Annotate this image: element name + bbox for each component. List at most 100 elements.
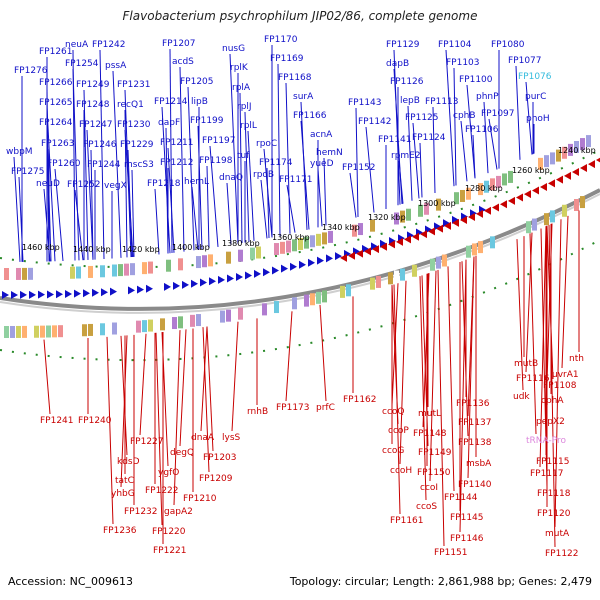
reverse-leader-line [231, 321, 239, 432]
forward-leader-line [488, 118, 498, 170]
cog-block [16, 325, 21, 338]
forward-gene-arrow [443, 219, 450, 228]
gene-label: rplJ [237, 102, 252, 112]
reverse-gene-arrow [540, 182, 547, 191]
cog-block [454, 192, 459, 205]
gene-label: neuA [65, 40, 89, 50]
gene-label: mutL [418, 409, 441, 419]
cog-block [274, 301, 279, 314]
gene-label: lepB [400, 96, 420, 106]
cog-block [4, 267, 9, 280]
cog-block [532, 218, 537, 231]
gene-label: gapA2 [164, 507, 193, 517]
cog-block [508, 170, 513, 183]
cog-block [238, 307, 243, 320]
cog-block [58, 325, 63, 338]
scale-tick: 1400 kbp [172, 243, 210, 252]
cog-block [316, 233, 321, 246]
cog-block [82, 324, 87, 337]
cog-block [292, 297, 297, 310]
tick-ring-outer [0, 149, 600, 269]
cog-block [400, 268, 405, 281]
reverse-gene-arrow [500, 200, 507, 209]
forward-leader-line [244, 111, 250, 242]
forward-leader-line [355, 107, 359, 218]
gene-label: FP1214 [154, 97, 188, 107]
gene-label: udk [513, 392, 530, 402]
gene-blocks [2, 135, 600, 338]
cog-block [166, 259, 171, 272]
reverse-gene-arrow [396, 237, 403, 246]
gene-label: FP1103 [446, 58, 480, 68]
gene-label: FP1138 [458, 438, 492, 448]
forward-gene-arrow [146, 284, 153, 293]
gene-label: FP1162 [343, 395, 377, 405]
gene-label: FP1148 [413, 429, 447, 439]
cog-block [52, 325, 57, 338]
scale-tick: 1340 kbp [322, 223, 360, 232]
gene-label: FP1265 [39, 98, 73, 108]
forward-leader-line [83, 89, 89, 260]
gene-label: FP1252 [67, 180, 101, 190]
gene-label: FP1241 [40, 416, 74, 426]
cog-block [556, 149, 561, 162]
gene-label: FP1227 [130, 437, 164, 447]
cog-block [88, 265, 93, 278]
forward-gene-arrow [164, 282, 171, 291]
forward-leader-line [179, 66, 185, 252]
cog-block [22, 325, 27, 338]
gene-label: FP1231 [117, 80, 151, 90]
cog-block [148, 261, 153, 274]
cog-block [340, 285, 345, 298]
cog-block [70, 266, 75, 279]
gene-label: FP1276 [14, 66, 48, 76]
forward-leader-line [247, 130, 255, 241]
reverse-leader-line [516, 239, 524, 391]
reverse-leader-line [561, 215, 569, 369]
forward-leader-line [323, 157, 327, 226]
reverse-gene-arrow [348, 251, 355, 260]
forward-gene-arrow [182, 280, 189, 289]
forward-gene-arrow [92, 288, 99, 297]
gene-label: FP1244 [87, 160, 121, 170]
gene-label: rnhB [247, 407, 268, 417]
gene-label: acdS [172, 57, 194, 67]
cog-block [574, 199, 579, 212]
forward-gene-arrow [362, 244, 369, 253]
reverse-leader-line [319, 304, 327, 402]
forward-leader-line [483, 101, 489, 174]
gene-label: mutA [545, 529, 570, 539]
cog-block [22, 267, 27, 280]
forward-leader-line [472, 134, 476, 179]
cog-block [322, 232, 327, 245]
forward-leader-line [432, 106, 436, 194]
cog-block [358, 223, 363, 236]
forward-gene-arrow [101, 288, 108, 297]
forward-gene-arrow [128, 286, 135, 295]
gene-label: FP1210 [183, 494, 217, 504]
reverse-labels: FP1241 FP1240 FP1227 kdsD tatC yhbG FP12… [40, 354, 584, 559]
gene-label: FP1104 [438, 40, 472, 50]
forward-leader-line [127, 149, 133, 258]
gene-label: FP1220 [152, 527, 186, 537]
gene-label: FP1113 [425, 97, 459, 107]
cog-block [376, 275, 381, 288]
forward-leader-line [13, 156, 21, 262]
cog-block [178, 258, 183, 271]
cog-block [550, 210, 555, 223]
gene-label: rpoB [253, 170, 274, 180]
forward-gene-arrow [308, 258, 315, 267]
reverse-gene-arrow [436, 224, 443, 233]
forward-gene-arrow [65, 289, 72, 298]
gene-label: hemL [184, 177, 209, 187]
forward-gene-arrow [434, 222, 441, 231]
reverse-leader-line [173, 330, 181, 506]
gene-label: FP1254 [65, 59, 99, 69]
gene-label: FP1126 [390, 77, 424, 87]
cog-block [34, 325, 39, 338]
gene-label: FP1211 [160, 138, 194, 148]
cog-block [262, 303, 267, 316]
cog-block [88, 323, 93, 336]
reverse-gene-arrow [524, 190, 531, 199]
scale-tick: 1320 kbp [368, 213, 406, 222]
